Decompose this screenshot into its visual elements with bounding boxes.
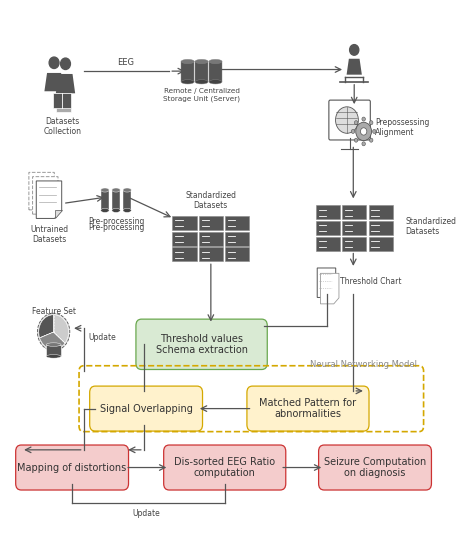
- Polygon shape: [320, 273, 339, 304]
- Ellipse shape: [181, 79, 194, 84]
- Text: Update: Update: [88, 333, 116, 342]
- Circle shape: [49, 57, 59, 69]
- FancyBboxPatch shape: [316, 221, 340, 235]
- Polygon shape: [317, 268, 336, 298]
- FancyBboxPatch shape: [173, 248, 197, 261]
- Polygon shape: [47, 202, 55, 210]
- Polygon shape: [55, 210, 62, 219]
- FancyBboxPatch shape: [225, 232, 249, 245]
- Text: Standardized
Datasets: Standardized Datasets: [405, 217, 456, 236]
- Polygon shape: [56, 74, 75, 94]
- FancyBboxPatch shape: [16, 445, 128, 490]
- FancyBboxPatch shape: [225, 248, 249, 261]
- FancyBboxPatch shape: [209, 61, 222, 82]
- Ellipse shape: [123, 188, 131, 192]
- FancyBboxPatch shape: [316, 237, 340, 251]
- Text: Datasets
Collection: Datasets Collection: [44, 116, 82, 136]
- Circle shape: [355, 138, 358, 142]
- Text: Update: Update: [132, 509, 160, 518]
- FancyBboxPatch shape: [369, 237, 392, 251]
- FancyBboxPatch shape: [123, 190, 131, 211]
- Ellipse shape: [101, 188, 109, 192]
- FancyBboxPatch shape: [90, 386, 202, 431]
- Wedge shape: [40, 332, 65, 349]
- FancyBboxPatch shape: [136, 319, 267, 369]
- FancyBboxPatch shape: [329, 100, 370, 140]
- Text: Pre-processing: Pre-processing: [88, 217, 144, 226]
- FancyBboxPatch shape: [316, 205, 340, 219]
- Ellipse shape: [181, 59, 194, 64]
- FancyBboxPatch shape: [181, 61, 194, 82]
- Polygon shape: [51, 206, 58, 214]
- Text: Seizure Computation
on diagnosis: Seizure Computation on diagnosis: [324, 457, 426, 478]
- Circle shape: [369, 138, 373, 142]
- Text: Threshold values
Schema extraction: Threshold values Schema extraction: [155, 333, 247, 355]
- Circle shape: [336, 107, 358, 133]
- FancyBboxPatch shape: [195, 61, 208, 82]
- Ellipse shape: [112, 208, 120, 213]
- Polygon shape: [330, 292, 336, 298]
- FancyBboxPatch shape: [247, 386, 369, 431]
- FancyBboxPatch shape: [199, 232, 223, 245]
- Circle shape: [369, 121, 373, 125]
- Polygon shape: [33, 177, 58, 214]
- Ellipse shape: [46, 355, 61, 358]
- FancyBboxPatch shape: [342, 205, 366, 219]
- FancyBboxPatch shape: [369, 205, 392, 219]
- Ellipse shape: [101, 208, 109, 213]
- Ellipse shape: [112, 188, 120, 192]
- FancyBboxPatch shape: [46, 344, 61, 356]
- Ellipse shape: [209, 79, 222, 84]
- FancyBboxPatch shape: [164, 445, 286, 490]
- FancyBboxPatch shape: [56, 98, 71, 112]
- Text: Threshold Chart: Threshold Chart: [340, 277, 402, 286]
- Circle shape: [37, 313, 70, 351]
- FancyBboxPatch shape: [319, 445, 431, 490]
- Text: Untrained
Datasets: Untrained Datasets: [30, 225, 68, 244]
- FancyBboxPatch shape: [101, 190, 109, 211]
- Text: Neural Networking Model: Neural Networking Model: [310, 361, 417, 369]
- Text: Mapping of distortions: Mapping of distortions: [18, 462, 127, 473]
- Polygon shape: [29, 172, 55, 210]
- Wedge shape: [54, 315, 69, 343]
- Circle shape: [362, 142, 365, 146]
- Ellipse shape: [123, 208, 131, 213]
- FancyBboxPatch shape: [173, 232, 197, 245]
- FancyBboxPatch shape: [342, 221, 366, 235]
- FancyBboxPatch shape: [342, 237, 366, 251]
- Circle shape: [350, 45, 359, 55]
- FancyBboxPatch shape: [199, 248, 223, 261]
- Circle shape: [362, 117, 365, 121]
- Circle shape: [351, 129, 355, 133]
- Text: Matched Pattern for
abnormalities: Matched Pattern for abnormalities: [259, 398, 356, 419]
- Circle shape: [61, 58, 71, 70]
- Text: Signal Overlapping: Signal Overlapping: [100, 404, 192, 413]
- FancyBboxPatch shape: [112, 190, 120, 211]
- Circle shape: [356, 122, 372, 140]
- Text: Dis-sorted EEG Ratio
computation: Dis-sorted EEG Ratio computation: [174, 457, 275, 478]
- Ellipse shape: [195, 79, 208, 84]
- Circle shape: [355, 121, 358, 125]
- Wedge shape: [39, 315, 54, 338]
- FancyBboxPatch shape: [369, 221, 392, 235]
- Text: EEG: EEG: [117, 58, 134, 67]
- Text: Prepossessing
Alignment: Prepossessing Alignment: [375, 118, 429, 137]
- Polygon shape: [346, 59, 362, 75]
- Circle shape: [373, 129, 376, 133]
- FancyBboxPatch shape: [173, 216, 197, 230]
- Text: Feature Set: Feature Set: [32, 307, 76, 316]
- FancyBboxPatch shape: [225, 216, 249, 230]
- Polygon shape: [36, 181, 62, 219]
- Ellipse shape: [195, 59, 208, 64]
- FancyBboxPatch shape: [199, 216, 223, 230]
- Ellipse shape: [209, 59, 222, 64]
- Circle shape: [361, 128, 367, 135]
- Text: Standardized
Datasets: Standardized Datasets: [185, 191, 237, 211]
- Text: Remote / Centralized
Storage Unit (Server): Remote / Centralized Storage Unit (Serve…: [163, 88, 240, 102]
- Polygon shape: [45, 73, 64, 91]
- Text: Pre-processing: Pre-processing: [88, 222, 144, 232]
- Ellipse shape: [46, 343, 61, 347]
- FancyBboxPatch shape: [53, 94, 71, 108]
